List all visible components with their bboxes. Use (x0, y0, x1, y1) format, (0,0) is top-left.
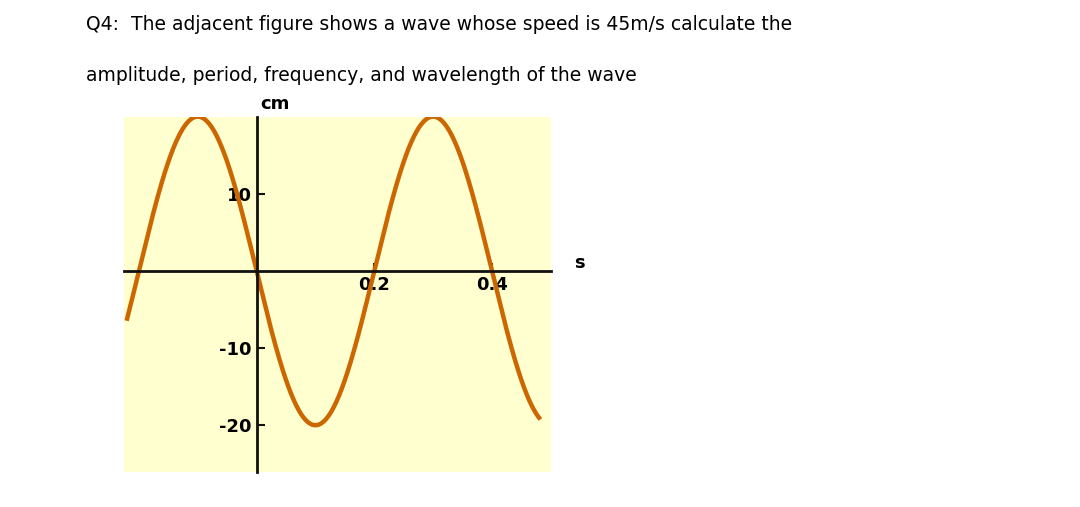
Text: amplitude, period, frequency, and wavelength of the wave: amplitude, period, frequency, and wavele… (86, 66, 637, 85)
Text: s: s (575, 254, 585, 272)
Text: Q4:  The adjacent figure shows a wave whose speed is 45m/s calculate the: Q4: The adjacent figure shows a wave who… (86, 15, 793, 34)
Text: cm: cm (260, 95, 289, 113)
